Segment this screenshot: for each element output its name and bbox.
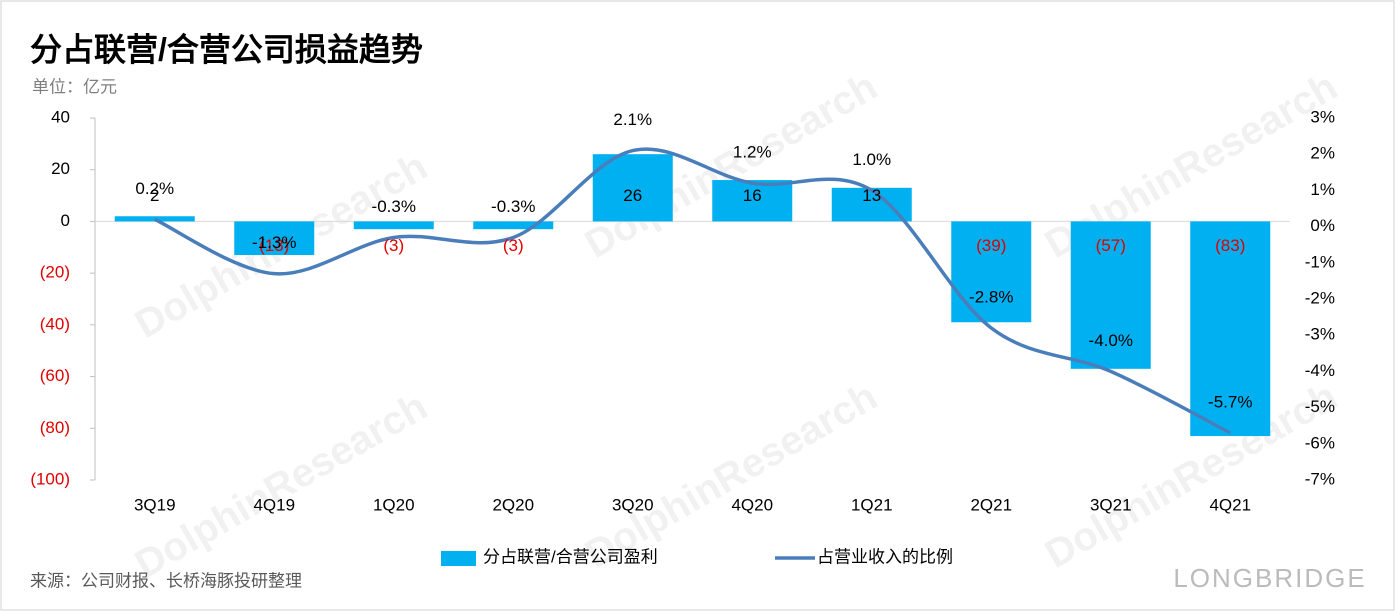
- y2-tick-label: 3%: [1310, 107, 1335, 126]
- data-label: 0.2%: [135, 179, 174, 198]
- bar: [473, 221, 554, 230]
- y-tick-label: (80): [40, 418, 70, 437]
- x-tick-label: 3Q20: [612, 495, 654, 514]
- bar: [1070, 221, 1151, 369]
- y-tick-label: (60): [40, 366, 70, 385]
- bar: [1190, 221, 1271, 437]
- y-tick-label: 20: [51, 159, 70, 178]
- legend-swatch: [441, 551, 476, 566]
- y2-tick-label: -1%: [1305, 252, 1335, 271]
- data-label: (83): [1215, 236, 1245, 255]
- data-label: (57): [1096, 236, 1126, 255]
- data-label: -1.3%: [252, 233, 296, 252]
- brand: LONGBRIDGE: [1173, 563, 1366, 593]
- x-tick-label: 2Q20: [492, 495, 534, 514]
- data-label: 2.1%: [613, 110, 652, 129]
- y2-tick-label: 0%: [1310, 216, 1335, 235]
- data-label: (3): [383, 236, 404, 255]
- bar: [353, 221, 434, 230]
- y2-tick-label: 2%: [1310, 144, 1335, 163]
- line: [154, 147, 1232, 435]
- data-label: 16: [743, 186, 762, 205]
- x-tick-label: 4Q21: [1209, 495, 1251, 514]
- bar: [234, 221, 315, 256]
- data-label: 26: [623, 186, 642, 205]
- data-label: 1.0%: [852, 150, 891, 169]
- y-tick-label: 40: [51, 107, 70, 126]
- y2-tick-label: -5%: [1305, 397, 1335, 416]
- data-label: (13): [259, 236, 289, 255]
- x-tick-label: 4Q20: [731, 495, 773, 514]
- x-tick-label: 3Q19: [134, 495, 176, 514]
- bar: [951, 221, 1032, 323]
- data-label: (39): [976, 236, 1006, 255]
- data-label: -0.3%: [491, 197, 535, 216]
- source: 来源：公司财报、长桥海豚投研整理: [30, 571, 302, 590]
- data-label: 13: [862, 186, 881, 205]
- x-tick-label: 3Q21: [1090, 495, 1132, 514]
- y2-tick-label: 1%: [1310, 180, 1335, 199]
- y2-tick-label: -7%: [1305, 469, 1335, 488]
- y-tick-label: 0: [61, 211, 70, 230]
- data-label: (3): [503, 236, 524, 255]
- data-label: -0.3%: [372, 197, 416, 216]
- y2-tick-label: -6%: [1305, 433, 1335, 452]
- y2-tick-label: -3%: [1305, 325, 1335, 344]
- legend-label: 占营业收入的比例: [817, 547, 953, 566]
- y2-tick-label: -2%: [1305, 288, 1335, 307]
- x-tick-label: 1Q21: [851, 495, 893, 514]
- legend-label: 分占联营/合营公司盈利: [483, 547, 658, 566]
- bar: [712, 180, 793, 222]
- chart-title: 分占联营/合营公司损益趋势: [30, 31, 423, 67]
- x-tick-label: 1Q20: [373, 495, 415, 514]
- y-tick-label: (20): [40, 263, 70, 282]
- bar: [114, 216, 195, 222]
- x-tick-label: 4Q19: [253, 495, 295, 514]
- y-tick-label: (100): [30, 469, 70, 488]
- y-tick-label: (40): [40, 314, 70, 333]
- y2-tick-label: -4%: [1305, 361, 1335, 380]
- data-label: -4.0%: [1089, 331, 1133, 350]
- data-label: -2.8%: [969, 287, 1013, 306]
- data-label: -5.7%: [1208, 392, 1252, 411]
- subtitle: 单位：亿元: [32, 77, 117, 96]
- data-label: 1.2%: [733, 143, 772, 162]
- data-label: 2: [150, 186, 159, 205]
- x-tick-label: 2Q21: [970, 495, 1012, 514]
